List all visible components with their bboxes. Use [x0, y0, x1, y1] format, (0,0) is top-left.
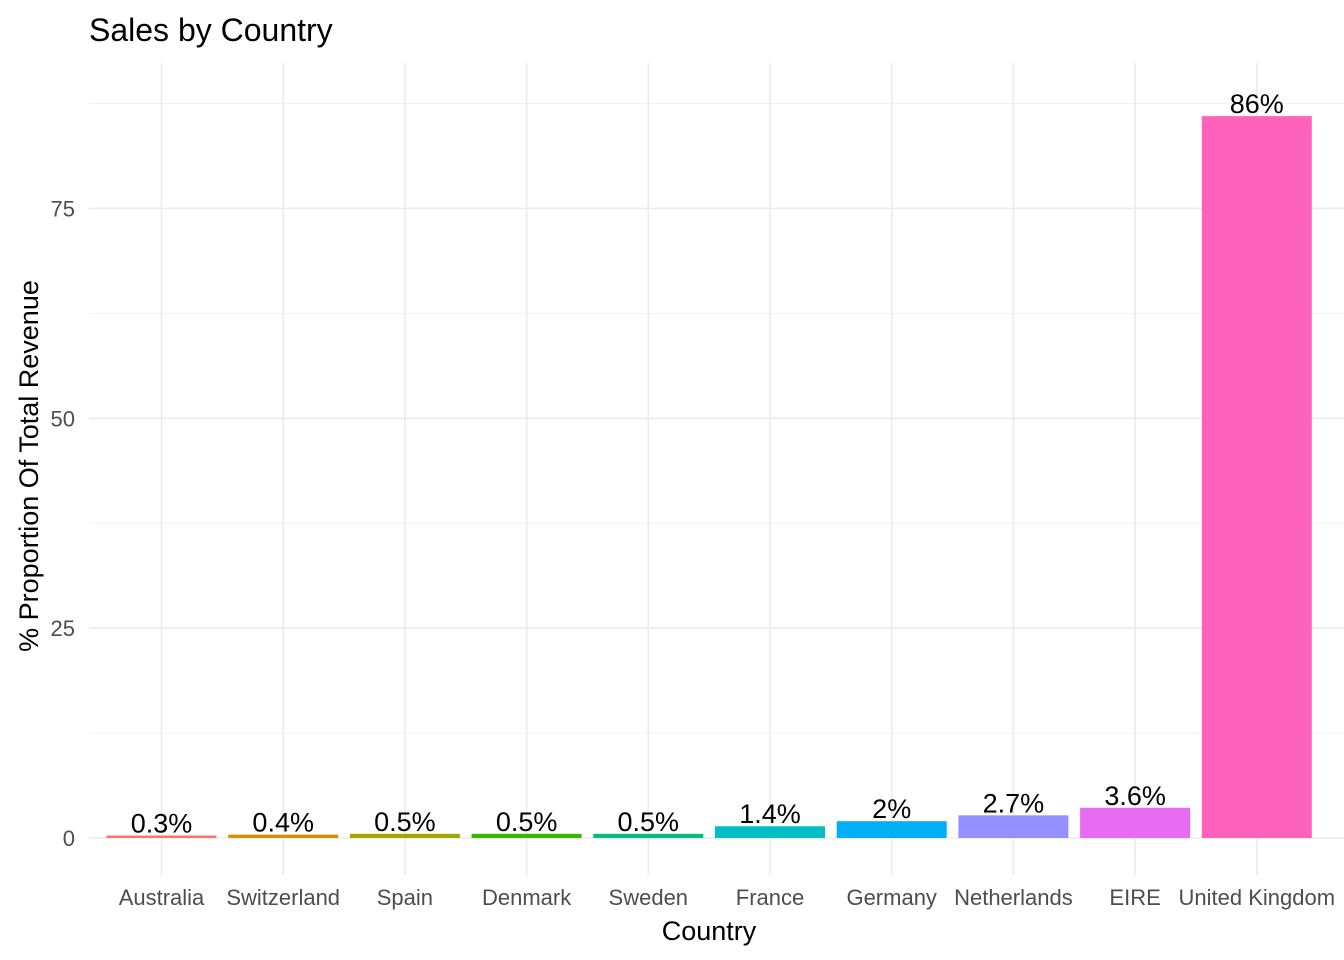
bar [593, 833, 704, 838]
data-label: 0.4% [252, 808, 314, 838]
chart-title: Sales by Country [89, 12, 333, 48]
bar [471, 833, 582, 838]
data-label: 3.6% [1104, 781, 1166, 811]
x-tick-label: United Kingdom [1179, 885, 1336, 910]
bar-layer [106, 116, 1312, 839]
y-tick-label: 25 [51, 616, 75, 641]
bar [836, 821, 947, 838]
x-tick-label: EIRE [1109, 885, 1160, 910]
data-label: 2% [872, 794, 911, 824]
x-tick-label: Spain [377, 885, 433, 910]
x-axis-title: Country [662, 916, 757, 946]
data-label: 0.3% [131, 808, 193, 838]
x-tick-label: Denmark [482, 885, 572, 910]
data-label-layer: 0.3% 0.4% 0.5% 0.5% 0.5% 1.4% 2% 2.7% 3.6% 86% [131, 89, 1284, 838]
bar [1201, 116, 1312, 839]
bar [1080, 807, 1191, 838]
y-tick-label: 0 [63, 826, 75, 851]
y-axis-title: % Proportion Of Total Revenue [14, 280, 44, 652]
data-label: 2.7% [983, 788, 1045, 818]
x-tick-label-layer: Australia Switzerland Spain Denmark Sweden Fr… [119, 885, 1335, 910]
x-tick-label: Germany [846, 885, 936, 910]
bar [715, 826, 825, 838]
y-tick-label-layer: 0 25 50 75 [51, 196, 75, 851]
data-label: 86% [1230, 89, 1284, 119]
x-tick-label: Sweden [609, 885, 689, 910]
data-label: 0.5% [374, 807, 436, 837]
x-tick-label: Netherlands [954, 885, 1073, 910]
bar [106, 835, 217, 838]
y-tick-label: 75 [51, 196, 75, 221]
data-label: 0.5% [496, 807, 558, 837]
bar [228, 834, 339, 838]
x-tick-label: France [736, 885, 804, 910]
y-tick-label: 50 [51, 406, 75, 431]
grid-layer [89, 63, 1344, 875]
data-label: 1.4% [739, 799, 801, 829]
bar [958, 815, 1069, 838]
x-tick-label: Switzerland [226, 885, 340, 910]
bar [349, 833, 460, 838]
x-tick-label: Australia [119, 885, 205, 910]
data-label: 0.5% [618, 807, 680, 837]
